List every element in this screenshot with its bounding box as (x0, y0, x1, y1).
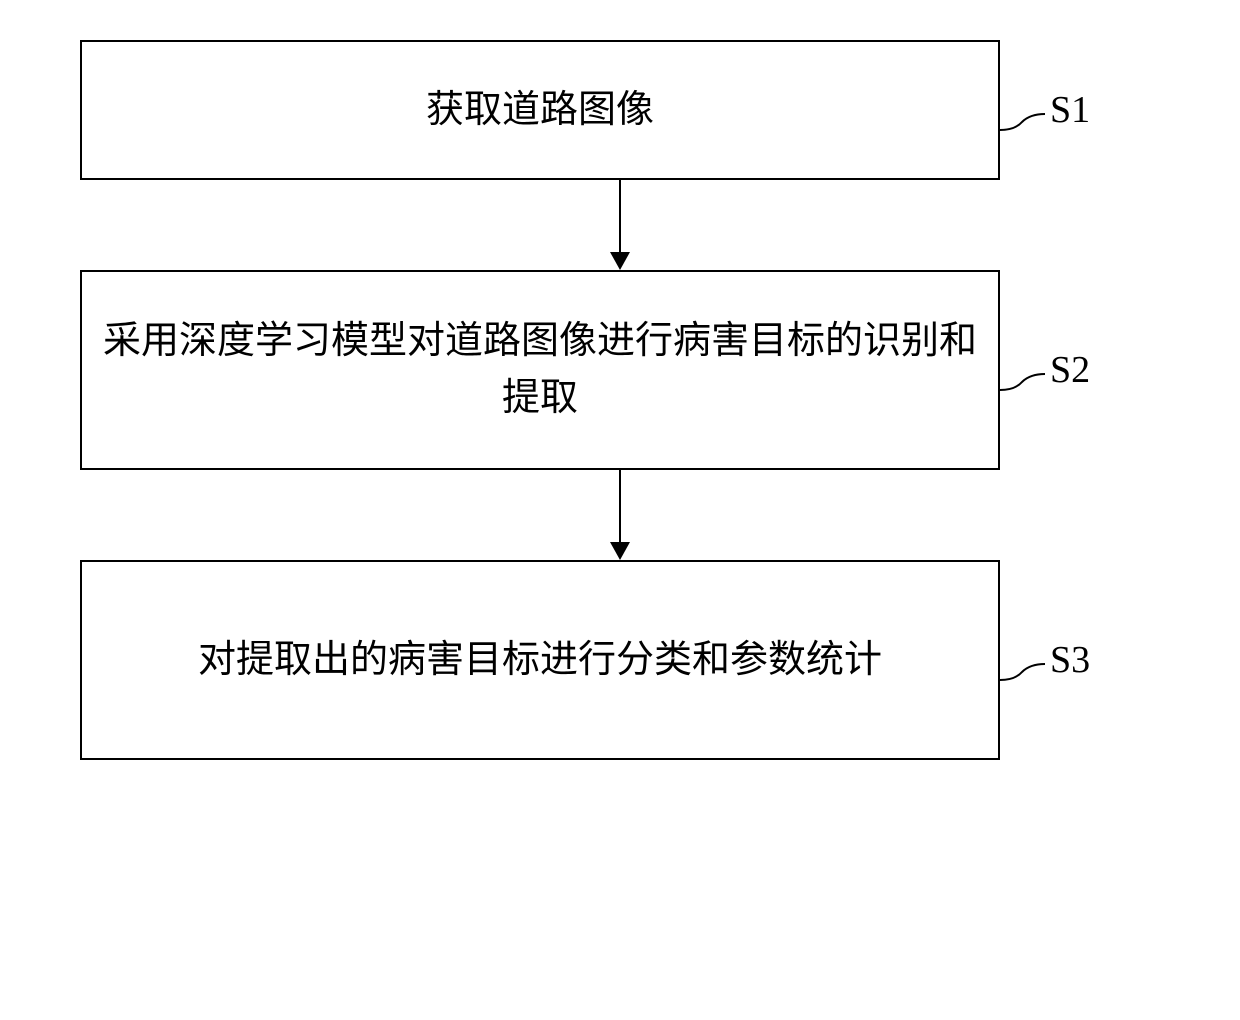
step-box-3: 对提取出的病害目标进行分类和参数统计 (80, 560, 1000, 760)
step-container-2: 采用深度学习模型对道路图像进行病害目标的识别和提取 S2 (60, 270, 1180, 470)
step-text-2: 采用深度学习模型对道路图像进行病害目标的识别和提取 (102, 313, 978, 427)
step-label-text-2: S2 (1050, 349, 1090, 391)
step-container-3: 对提取出的病害目标进行分类和参数统计 S3 (60, 560, 1180, 760)
step-container-1: 获取道路图像 S1 (60, 40, 1180, 180)
step-label-1: S1 (1050, 88, 1090, 132)
arrow-1 (619, 180, 621, 270)
connector-curve-3 (1000, 660, 1045, 685)
step-box-2: 采用深度学习模型对道路图像进行病害目标的识别和提取 (80, 270, 1000, 470)
arrow-head-icon-1 (610, 252, 630, 270)
step-label-3: S3 (1050, 638, 1090, 682)
arrow-2 (619, 470, 621, 560)
arrow-container-2 (140, 470, 1100, 560)
flowchart-container: 获取道路图像 S1 采用深度学习模型对道路图像进行病害目标的识别和提取 S2 (60, 40, 1180, 760)
connector-curve-1 (1000, 110, 1045, 135)
step-text-3: 对提取出的病害目标进行分类和参数统计 (198, 632, 882, 689)
step-label-text-1: S1 (1050, 89, 1090, 131)
connector-curve-2 (1000, 370, 1045, 395)
arrow-line-1 (619, 180, 621, 255)
step-box-1: 获取道路图像 (80, 40, 1000, 180)
step-text-1: 获取道路图像 (426, 82, 654, 139)
step-label-text-3: S3 (1050, 639, 1090, 681)
arrow-container-1 (140, 180, 1100, 270)
arrow-line-2 (619, 470, 621, 545)
arrow-head-icon-2 (610, 542, 630, 560)
step-label-2: S2 (1050, 348, 1090, 392)
